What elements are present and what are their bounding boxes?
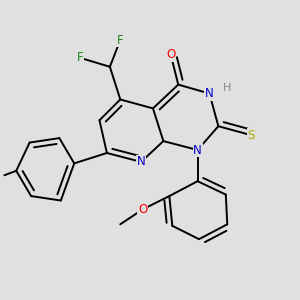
Text: S: S bbox=[248, 129, 255, 142]
Text: H: H bbox=[223, 83, 231, 93]
Text: O: O bbox=[138, 203, 147, 216]
Text: F: F bbox=[77, 51, 83, 64]
Text: O: O bbox=[166, 48, 176, 62]
Text: N: N bbox=[193, 143, 202, 157]
Text: N: N bbox=[137, 155, 146, 168]
Text: N: N bbox=[205, 87, 214, 100]
Text: F: F bbox=[117, 34, 124, 46]
